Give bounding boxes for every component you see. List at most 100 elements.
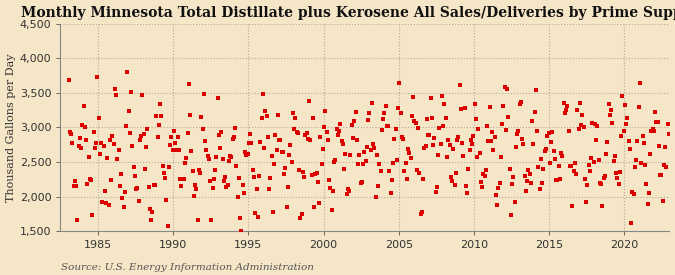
Point	[587, 121, 598, 125]
Point	[549, 157, 560, 161]
Point	[456, 107, 466, 111]
Point	[425, 96, 436, 100]
Point	[222, 183, 233, 187]
Point	[202, 154, 213, 158]
Point	[300, 132, 310, 137]
Point	[217, 157, 228, 162]
Point	[437, 94, 448, 98]
Point	[573, 127, 584, 131]
Point	[578, 125, 589, 130]
Point	[524, 172, 535, 177]
Point	[628, 192, 639, 196]
Point	[598, 176, 609, 180]
Point	[647, 127, 658, 131]
Point	[402, 177, 412, 182]
Point	[396, 111, 406, 116]
Point	[235, 216, 246, 220]
Point	[107, 134, 117, 138]
Point	[491, 203, 502, 207]
Point	[557, 154, 568, 159]
Point	[355, 181, 366, 185]
Point	[416, 210, 427, 214]
Point	[296, 212, 307, 216]
Point	[659, 144, 670, 149]
Point	[299, 175, 310, 179]
Point	[484, 105, 495, 109]
Point	[419, 145, 430, 150]
Point	[582, 183, 593, 187]
Point	[72, 218, 83, 222]
Point	[497, 122, 508, 126]
Point	[173, 147, 184, 152]
Point	[181, 155, 192, 160]
Point	[159, 170, 169, 175]
Point	[82, 182, 92, 186]
Point	[143, 185, 154, 189]
Point	[468, 134, 479, 139]
Point	[365, 148, 376, 152]
Point	[342, 191, 352, 196]
Point	[605, 108, 616, 112]
Point	[652, 120, 663, 124]
Point	[352, 138, 362, 142]
Point	[385, 191, 396, 196]
Point	[528, 141, 539, 146]
Point	[661, 165, 672, 169]
Point	[463, 167, 474, 171]
Point	[452, 137, 462, 142]
Point	[298, 170, 308, 174]
Point	[526, 119, 537, 124]
Point	[106, 178, 117, 182]
Point	[483, 139, 493, 143]
Point	[567, 203, 578, 208]
Point	[344, 189, 354, 193]
Point	[163, 164, 174, 169]
Point	[610, 154, 620, 158]
Point	[626, 220, 637, 225]
Point	[121, 123, 132, 128]
Point	[574, 100, 585, 105]
Point	[424, 133, 435, 137]
Point	[485, 139, 496, 143]
Point	[210, 168, 221, 172]
Point	[128, 164, 139, 169]
Point	[552, 178, 563, 182]
Point	[81, 138, 92, 142]
Point	[156, 113, 167, 118]
Point	[621, 122, 632, 126]
Point	[620, 103, 630, 107]
Point	[166, 134, 177, 139]
Point	[242, 152, 253, 156]
Point	[251, 187, 262, 192]
Point	[301, 131, 312, 135]
Point	[489, 135, 500, 139]
Point	[315, 134, 326, 139]
Point	[405, 156, 416, 160]
Point	[266, 154, 277, 158]
Point	[554, 177, 565, 182]
Point	[450, 170, 461, 175]
Point	[124, 131, 135, 135]
Point	[614, 170, 625, 174]
Point	[494, 181, 505, 186]
Point	[592, 124, 603, 128]
Point	[90, 141, 101, 145]
Point	[294, 168, 304, 172]
Point	[448, 146, 458, 151]
Point	[84, 177, 95, 181]
Point	[188, 194, 199, 198]
Point	[503, 114, 514, 119]
Point	[591, 138, 601, 142]
Point	[487, 130, 497, 134]
Point	[597, 204, 608, 208]
Point	[634, 81, 645, 86]
Point	[408, 95, 418, 99]
Point	[655, 173, 666, 177]
Point	[645, 152, 655, 156]
Point	[279, 172, 290, 176]
Point	[389, 136, 400, 141]
Point	[447, 178, 458, 183]
Point	[338, 142, 348, 147]
Point	[482, 123, 493, 128]
Point	[212, 96, 223, 100]
